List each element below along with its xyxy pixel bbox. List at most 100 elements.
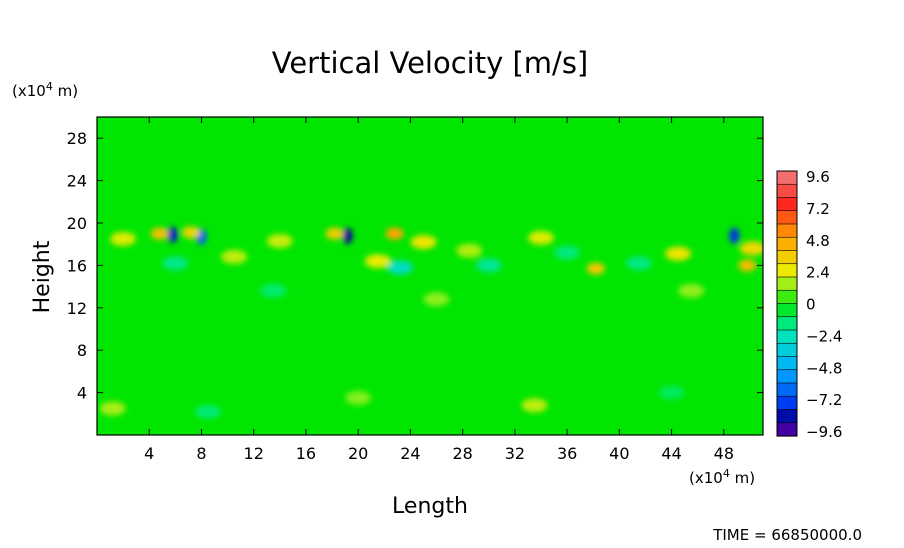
colorbar-label: −7.2 <box>806 391 842 409</box>
heatmap-feature <box>150 227 169 240</box>
y-unit-base: (x10 <box>12 82 46 100</box>
x-tick-label: 24 <box>400 444 420 463</box>
y-tick-label: 8 <box>77 341 87 360</box>
heatmap-feature <box>387 260 413 275</box>
heatmap-feature <box>625 256 652 271</box>
colorbar-segment <box>776 316 798 331</box>
chart-title: Vertical Velocity [m/s] <box>272 46 589 80</box>
colorbar-segment <box>776 395 798 411</box>
colorbar-segment <box>776 236 798 252</box>
colorbar-segment <box>776 276 798 291</box>
colorbar-label: 9.6 <box>806 168 830 186</box>
y-tick-label: 20 <box>67 214 87 233</box>
x-tick-label: 12 <box>244 444 264 463</box>
plot-frame <box>96 116 764 436</box>
colorbar-segment <box>776 369 798 384</box>
heatmap-feature <box>475 258 502 273</box>
heatmap-feature <box>260 283 287 298</box>
colorbar-label: 4.8 <box>806 232 830 250</box>
colorbar-segment <box>776 289 798 305</box>
x-tick-label: 44 <box>661 444 681 463</box>
colorbar-segment <box>776 356 798 371</box>
y-tick-label: 4 <box>77 384 87 403</box>
heatmap-feature <box>167 226 178 243</box>
y-tick-label: 28 <box>67 129 87 148</box>
heatmap-feature <box>221 249 248 264</box>
y-unit-label: (x104 m) <box>12 80 78 100</box>
x-unit-label: (x104 m) <box>689 467 755 487</box>
x-tick-label: 40 <box>609 444 629 463</box>
heatmap-feature <box>266 234 293 248</box>
colorbar-label: 0 <box>806 296 816 314</box>
x-tick-label: 28 <box>452 444 472 463</box>
colorbar-label: 2.4 <box>806 264 830 282</box>
colorbar-segment <box>776 183 798 199</box>
heatmap-feature <box>110 231 137 246</box>
colorbar-segment <box>776 197 798 212</box>
colorbar-segment <box>776 210 798 225</box>
heatmap-background <box>97 117 763 435</box>
heatmap-feature <box>678 283 705 298</box>
y-axis-title: Height <box>30 240 55 313</box>
colorbar-frame <box>776 170 798 437</box>
heatmap-feature <box>739 241 763 256</box>
heatmap-feature <box>665 246 692 261</box>
x-axis-title: Length <box>392 494 468 519</box>
x-tick-label: 16 <box>296 444 316 463</box>
heatmap-field <box>97 117 763 435</box>
colorbar-segment <box>776 422 798 437</box>
heatmap-feature <box>345 390 372 405</box>
x-axis-ticks: 4 8 12 16 20 24 28 32 36 40 44 48 <box>144 117 734 463</box>
colorbar-label: −2.4 <box>806 327 842 345</box>
colorbar-segment <box>776 329 798 344</box>
y-unit-tail: m) <box>53 82 78 100</box>
colorbar-segment <box>776 170 798 185</box>
x-tick-label: 32 <box>505 444 525 463</box>
heatmap-feature <box>385 227 404 240</box>
x-tick-label: 36 <box>557 444 577 463</box>
colorbar-segment <box>776 342 798 358</box>
x-unit-tail: m) <box>730 469 755 487</box>
colorbar-segment <box>776 382 798 397</box>
heatmap-feature <box>410 235 437 250</box>
heatmap-feature <box>195 404 221 419</box>
heatmap-feature <box>528 230 554 245</box>
heatmap-feature <box>521 398 548 413</box>
x-tick-label: 4 <box>144 444 154 463</box>
heatmap-feature <box>729 227 740 244</box>
heatmap-feature <box>658 385 685 400</box>
heatmap-feature <box>342 227 353 244</box>
time-label: TIME = 66850000.0 <box>712 526 862 544</box>
x-tick-label: 20 <box>348 444 368 463</box>
heatmap-feature <box>554 245 581 260</box>
colorbar-segment <box>776 303 798 318</box>
heatmap-feature <box>162 256 189 271</box>
y-tick-label: 12 <box>67 299 87 318</box>
heatmap-feature <box>738 259 757 272</box>
x-unit-exp: 4 <box>723 467 730 480</box>
heatmap-feature <box>99 401 126 416</box>
colorbar-label: −9.6 <box>806 423 842 441</box>
colorbar: 9.6 7.2 4.8 2.4 0 −2.4 −4.8 −7.2 −9.6 <box>776 168 842 441</box>
y-tick-label: 16 <box>67 256 87 275</box>
colorbar-segment <box>776 223 798 238</box>
heatmap-feature <box>364 254 391 269</box>
heatmap-feature <box>182 226 200 239</box>
colorbar-label: 7.2 <box>806 200 830 218</box>
heatmap-feature <box>325 227 344 240</box>
x-tick-label: 48 <box>714 444 734 463</box>
colorbar-segment <box>776 263 798 278</box>
colorbar-segment <box>776 409 798 424</box>
heatmap-blobs <box>99 226 763 419</box>
y-tick-label: 24 <box>67 172 87 191</box>
y-unit-exp: 4 <box>46 80 53 93</box>
heatmap-feature <box>423 292 450 307</box>
colorbar-segment <box>776 250 798 265</box>
x-unit-base: (x10 <box>689 469 723 487</box>
heatmap-feature <box>456 243 483 258</box>
heatmap-feature <box>586 262 605 275</box>
x-tick-label: 8 <box>196 444 206 463</box>
y-axis-ticks: 4 8 12 16 20 24 28 <box>67 129 763 403</box>
